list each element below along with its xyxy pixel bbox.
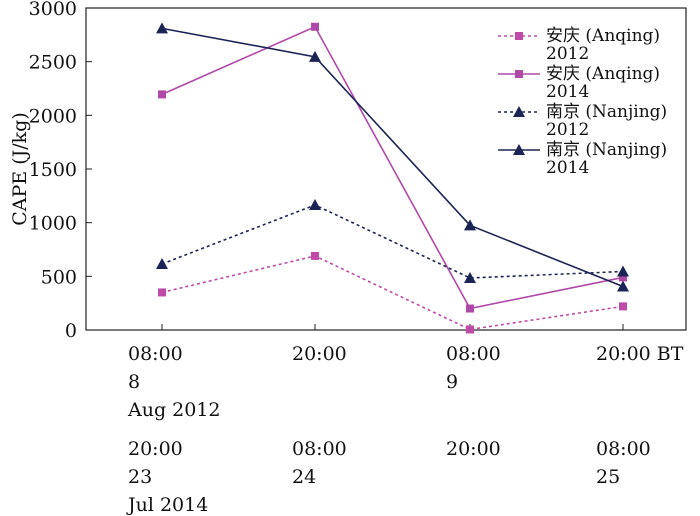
data-point [309,198,321,210]
data-point [466,325,474,334]
legend-marker [513,144,525,155]
series-line-1 [161,25,624,310]
series-line-0 [161,255,624,331]
legend-year: 2012 [546,44,589,64]
series-line-3 [161,27,624,288]
data-point [158,288,166,297]
data-point [466,304,474,313]
legend-marker [513,106,525,117]
x-label-2014: 25 [596,466,620,488]
legend-year: 2014 [546,158,589,178]
x-label-2012: Aug 2012 [127,399,221,421]
data-point [311,251,319,260]
x-label-2014: 08:00 [596,438,651,460]
data-point [464,271,476,283]
data-point [619,273,627,282]
x-label-2014: 20:00 [446,438,501,460]
data-point [617,265,629,277]
y-axis-title: CAPE (J/kg) [9,112,31,225]
legend-label: 安庆 (Anqing) [546,26,660,46]
data-point [617,280,629,292]
legend-label: 安庆 (Anqing) [546,64,660,84]
x-label-2014: 24 [292,466,316,488]
x-label-2014: 08:00 [292,438,347,460]
y-tick-label: 2500 [29,52,77,74]
data-point [156,22,168,34]
data-point [464,219,476,231]
y-tick-label: 500 [41,266,77,288]
legend-marker [515,70,523,78]
y-tick-label: 3000 [29,0,77,20]
data-point [311,22,319,31]
legend-year: 2014 [546,82,589,102]
legend-marker [515,32,523,40]
x-label-2014: Jul 2014 [126,494,208,516]
x-label-2012: 20:00 [292,343,347,365]
data-point [156,257,168,269]
legend-year: 2012 [546,120,589,140]
plot-frame [85,7,687,331]
x-label-2012: 20:00 BT [596,343,684,365]
data-point [158,90,166,99]
x-label-2012: 9 [446,371,458,393]
x-label-2012: 8 [128,371,140,393]
series-line-2 [161,204,624,279]
x-label-2014: 23 [128,466,152,488]
data-point [309,50,321,62]
legend-label: 南京 (Nanjing) [546,140,667,160]
y-tick-label: 1000 [29,213,77,235]
x-label-2014: 20:00 [128,438,183,460]
x-label-2012: 08:00 [446,343,501,365]
data-point [619,302,627,311]
x-label-2012: 08:00 [128,343,183,365]
y-tick-label: 2000 [29,105,77,127]
legend-label: 南京 (Nanjing) [546,102,667,122]
y-tick-label: 0 [65,320,77,342]
y-tick-label: 1500 [29,159,77,181]
